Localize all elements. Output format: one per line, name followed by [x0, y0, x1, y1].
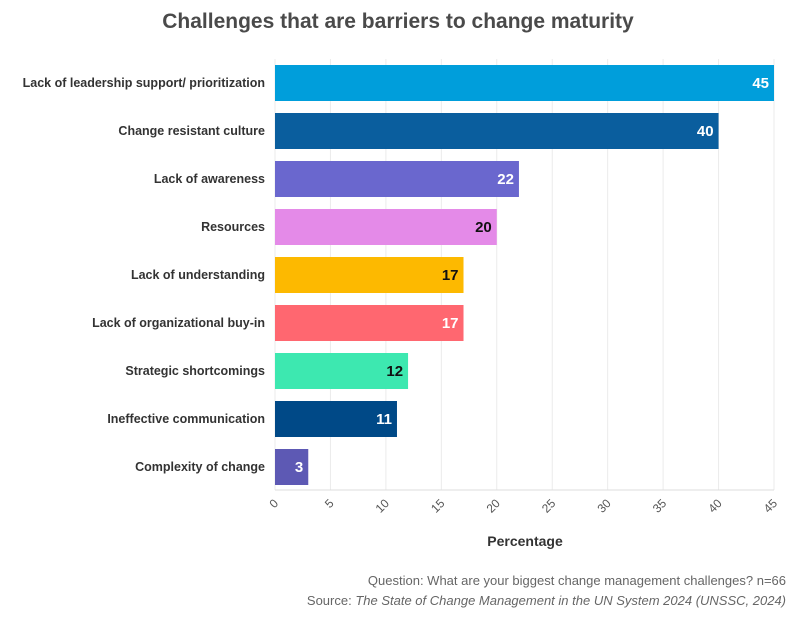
bar [275, 401, 397, 437]
data-label: 45 [752, 75, 769, 92]
category-label: Strategic shortcomings [125, 364, 265, 378]
x-tick-label: 35 [650, 496, 670, 516]
data-label: 17 [442, 267, 459, 284]
data-label: 11 [376, 411, 392, 428]
data-label: 20 [475, 219, 492, 236]
data-label: 3 [295, 459, 303, 476]
x-tick-label: 0 [266, 496, 281, 511]
x-tick-label: 15 [428, 496, 448, 516]
category-label: Lack of understanding [131, 268, 265, 282]
bar [275, 353, 409, 389]
x-tick-label: 30 [594, 496, 614, 516]
source-title: The State of Change Management in the UN… [355, 593, 786, 608]
data-label: 17 [442, 315, 459, 332]
category-label: Lack of leadership support/ prioritizati… [23, 76, 265, 90]
bar [275, 257, 464, 293]
source-prefix: Source: [306, 593, 356, 608]
bar [275, 65, 774, 101]
data-label: 40 [697, 123, 714, 140]
footer-question: Question: What are your biggest change m… [367, 573, 786, 588]
x-tick-label: 40 [705, 496, 725, 516]
data-label: 22 [497, 171, 514, 188]
bar [275, 305, 464, 341]
bar [275, 113, 719, 149]
category-label: Complexity of change [135, 460, 265, 474]
x-tick-label: 45 [761, 496, 781, 516]
category-label: Lack of awareness [154, 172, 265, 186]
x-tick-label: 20 [484, 496, 504, 516]
x-tick-label: 10 [373, 496, 393, 516]
category-label: Change resistant culture [118, 124, 265, 138]
footer-source: Source: The State of Change Management i… [307, 593, 786, 608]
chart-title: Challenges that are barriers to change m… [162, 10, 634, 33]
category-label: Ineffective communication [107, 412, 265, 426]
category-label: Resources [201, 220, 265, 234]
x-tick-label: 5 [322, 496, 337, 511]
bar [275, 449, 309, 485]
category-label: Lack of organizational buy-in [92, 316, 265, 330]
data-label: 12 [386, 363, 403, 380]
bar [275, 209, 497, 245]
bar [275, 161, 519, 197]
x-tick-label: 25 [539, 496, 559, 516]
x-axis-label: Percentage [487, 533, 563, 549]
